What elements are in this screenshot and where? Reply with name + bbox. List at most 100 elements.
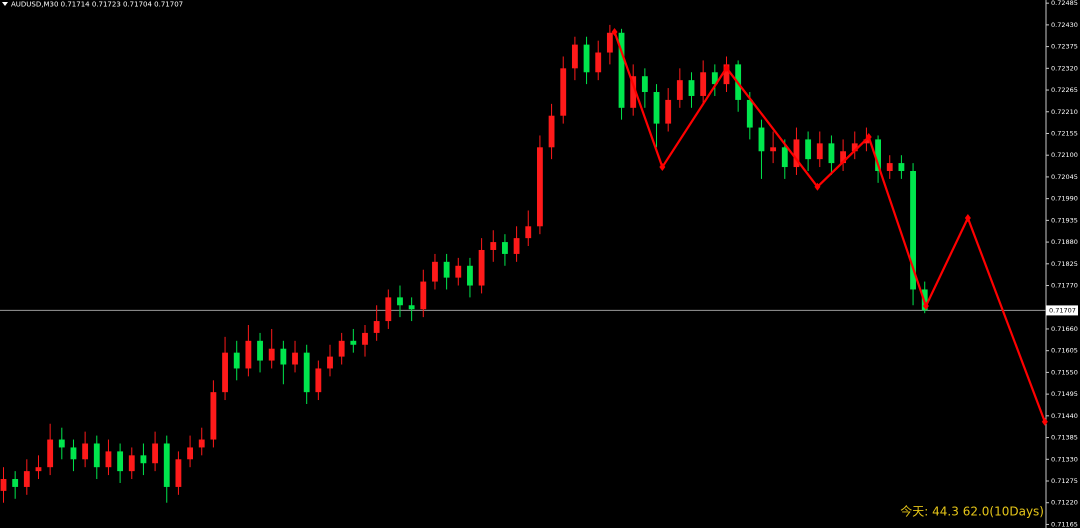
y-tick-label: 0.71385 [1051, 434, 1078, 442]
candle-body [163, 443, 170, 487]
y-tick-label: 0.71770 [1051, 282, 1078, 290]
candle-body [840, 151, 847, 164]
candle-body [268, 348, 275, 361]
candle-body [117, 451, 124, 472]
zigzag-line [613, 31, 1046, 423]
candle-body [898, 163, 905, 171]
y-tick-label: 0.71880 [1051, 238, 1078, 246]
y-tick-label: 0.72155 [1051, 129, 1078, 137]
candle-body [408, 305, 415, 310]
candle-body [432, 261, 438, 282]
candle-body [606, 32, 613, 53]
candle-body [805, 139, 812, 160]
candle-body [851, 143, 858, 152]
candle-body [770, 147, 777, 152]
candle-body [688, 80, 695, 96]
candle-body [245, 340, 252, 369]
candle-body [350, 340, 357, 345]
candle-body [478, 249, 485, 286]
candle-body [303, 352, 310, 393]
candle-body [875, 139, 881, 171]
candle-body [560, 68, 567, 116]
symbol-icon [2, 2, 8, 6]
y-tick-label: 0.71165 [1051, 520, 1078, 528]
candle-body [525, 226, 532, 239]
candle-body [210, 392, 217, 440]
y-tick-label: 0.71660 [1051, 325, 1078, 333]
candle-body [676, 80, 683, 100]
zigzag-vertex [611, 27, 618, 36]
candle-body [0, 479, 7, 491]
candle-body [47, 439, 54, 468]
candle-body [653, 92, 660, 124]
chart-title: AUDUSD,M30 0.71714 0.71723 0.71704 0.717… [11, 1, 183, 9]
candle-body [385, 297, 392, 322]
candle-body [128, 455, 135, 472]
y-tick-label: 0.71330 [1051, 455, 1078, 463]
candle-body [222, 352, 228, 393]
last-price-label: 0.71707 [1049, 306, 1076, 314]
y-tick-label: 0.72100 [1051, 151, 1078, 159]
candle-body [641, 76, 648, 93]
candle-body [595, 52, 602, 73]
candle-body [82, 443, 89, 460]
y-tick-label: 0.72210 [1051, 108, 1078, 116]
candle-body [35, 467, 42, 472]
candle-body [420, 281, 427, 310]
y-tick-label: 0.72430 [1051, 21, 1078, 29]
candle-body [793, 139, 800, 168]
candle-body [187, 447, 193, 460]
y-tick-label: 0.71990 [1051, 195, 1078, 203]
candle-body [373, 321, 380, 333]
y-tick-label: 0.71935 [1051, 216, 1078, 224]
zigzag-vertex [922, 302, 929, 311]
candle-body [280, 348, 287, 365]
candle-body [513, 238, 520, 254]
candle-body [711, 72, 718, 85]
candle-body [467, 265, 473, 286]
y-tick-label: 0.71440 [1051, 412, 1078, 420]
y-tick-label: 0.72320 [1051, 64, 1078, 72]
candle-body [886, 163, 893, 171]
candle-body [863, 139, 870, 144]
candle-body [338, 340, 345, 357]
zigzag-vertex [659, 163, 666, 172]
candle-body [12, 479, 19, 487]
candle-body [140, 455, 147, 464]
candle-body [362, 332, 368, 345]
y-tick-label: 0.72045 [1051, 173, 1078, 181]
zigzag-vertex [1041, 417, 1048, 426]
candle-body [327, 356, 333, 369]
candle-body [198, 439, 205, 448]
candle-body [583, 44, 590, 73]
zigzag-vertex [865, 133, 872, 142]
y-tick-label: 0.72375 [1051, 43, 1078, 51]
candle-body [443, 261, 450, 278]
candle-body [175, 459, 182, 487]
candle-body [548, 115, 555, 148]
candle-body [233, 352, 240, 369]
candle-body [58, 439, 65, 448]
candle-body [746, 99, 753, 128]
candle-body [152, 443, 159, 464]
candle-body [93, 443, 100, 468]
y-tick-label: 0.71825 [1051, 260, 1078, 268]
candle-body [397, 297, 403, 306]
candle-body [257, 340, 263, 361]
candle-body [571, 44, 578, 69]
last-price-box [1046, 305, 1078, 316]
candle-body [665, 99, 672, 124]
y-tick-label: 0.71495 [1051, 390, 1078, 398]
candle-body [292, 352, 298, 365]
candle-body [105, 451, 112, 468]
candle-body [758, 127, 765, 152]
zigzag-vertex [723, 63, 730, 72]
candle-body [23, 471, 30, 487]
y-tick-label: 0.71605 [1051, 347, 1078, 355]
candle-body [502, 242, 508, 254]
annotation: 今天: 44.3 62.0(10Days) [900, 504, 1044, 519]
candle-body [630, 76, 637, 108]
y-tick-label: 0.71220 [1051, 499, 1078, 507]
